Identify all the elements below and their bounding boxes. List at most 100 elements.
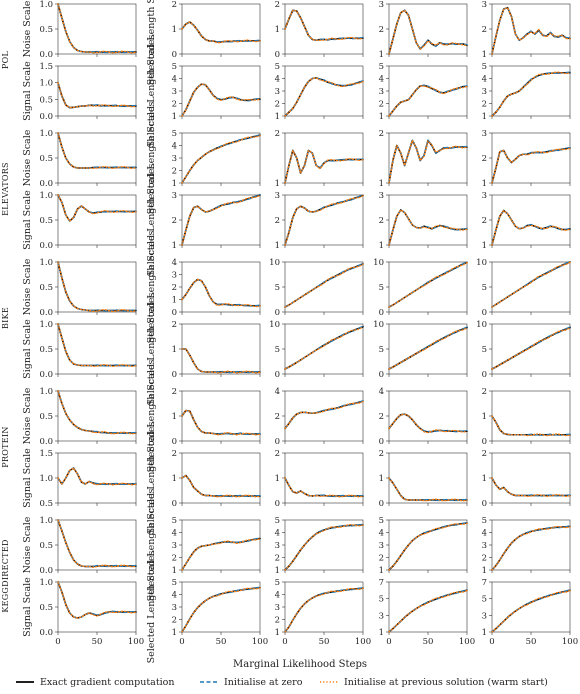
y-tick-label: 1 <box>379 566 384 576</box>
y-tick-label: 10 <box>269 320 280 330</box>
y-tick-label: 2 <box>379 25 384 35</box>
y-tick-label: 1.0 <box>39 387 53 397</box>
y-tick-label: 0.0 <box>39 179 53 189</box>
dataset-label: KEGGDIRECTED <box>1 539 10 612</box>
y-tick-label: 4 <box>379 75 384 85</box>
y-tick-label: 3 <box>275 191 280 201</box>
y-tick-label: 10 <box>476 320 487 330</box>
y-tick-label: 3 <box>379 87 384 97</box>
y-tick-label: 1 <box>379 50 384 60</box>
y-tick-label: 0 <box>275 499 280 509</box>
y-tick-label: 4 <box>172 258 177 268</box>
panel: 1 2 3 4 5 <box>275 62 364 122</box>
series-line-zero-init <box>491 326 571 370</box>
noise-scale-label: Noise Scale <box>22 258 33 315</box>
panel: 1 2 3 4 5 <box>275 578 364 638</box>
series-line-zero-init <box>57 467 137 486</box>
y-tick-label: 5 <box>172 578 177 588</box>
panel: 0 1 2 <box>482 449 571 509</box>
y-tick-label: 0 <box>482 437 487 447</box>
panel: 0.0 0.5 1.0 <box>39 129 137 189</box>
series-line-warm-start <box>388 85 468 117</box>
panel: 0.0 0.5 1.0 <box>39 387 137 447</box>
panel-frame <box>388 390 468 442</box>
y-tick-label: 5 <box>275 578 280 588</box>
series-line-exact <box>284 194 364 246</box>
y-tick-label: 2 <box>379 412 384 422</box>
panel: 0.0 0.5 1.0 <box>39 578 137 638</box>
series-line-exact <box>284 149 364 184</box>
y-tick-label: 4 <box>172 529 177 539</box>
series-line-warm-start <box>57 194 137 222</box>
y-tick-label: 3 <box>379 191 384 201</box>
x-tick-label: 100 <box>459 637 475 647</box>
series-line-warm-start <box>181 194 261 246</box>
y-tick-label: 1.0 <box>39 191 53 201</box>
x-tick-label: 100 <box>252 637 268 647</box>
series-line-zero-init <box>181 409 261 436</box>
panel-frame <box>181 3 261 55</box>
y-tick-label: 0.0 <box>39 308 53 318</box>
y-tick-label: 1 <box>482 112 487 122</box>
series-line-exact <box>57 81 137 109</box>
y-tick-label: 1 <box>275 112 280 122</box>
length-scales-label: Selected Length Scales <box>146 34 157 147</box>
panel: 0.0 0.5 1.0 <box>39 191 137 251</box>
y-tick-label: 5 <box>379 595 384 605</box>
y-tick-label: 0.5 <box>39 95 53 105</box>
y-tick-label: 1 <box>275 628 280 638</box>
x-tick-label: 50 <box>423 637 434 647</box>
x-tick-label: 100 <box>355 637 371 647</box>
series-line-warm-start <box>57 3 137 54</box>
panel: 0 5 10 <box>373 258 468 318</box>
y-tick-label: 4 <box>379 387 384 397</box>
panel-frame <box>284 261 364 313</box>
y-tick-label: 2 <box>379 554 384 564</box>
y-tick-label: 0.0 <box>39 112 53 122</box>
series-line-warm-start <box>57 323 137 368</box>
series-line-warm-start <box>491 477 571 498</box>
y-tick-label: 2 <box>482 216 487 226</box>
panel-frame <box>388 65 468 117</box>
x-tick-label: 0 <box>489 637 494 647</box>
y-tick-label: 5 <box>275 283 280 293</box>
y-tick-label: 0 <box>482 499 487 509</box>
panel-frame <box>491 194 571 246</box>
panel: 0 1 2 <box>379 449 468 509</box>
y-tick-label: 2 <box>172 283 177 293</box>
y-tick-label: 3 <box>482 541 487 551</box>
panel: 0 5 10 <box>476 320 571 380</box>
y-tick-label: 2 <box>172 167 177 177</box>
series-line-zero-init <box>181 348 261 374</box>
y-tick-label: 3 <box>482 0 487 10</box>
series-line-exact <box>57 3 137 53</box>
panel: 0 1 2 <box>482 387 571 447</box>
panel-frame <box>57 65 137 117</box>
panel-frame <box>57 132 137 184</box>
y-tick-label: 0 <box>379 308 384 318</box>
series-line-exact <box>57 132 137 169</box>
panel: 0 5 10 <box>373 320 468 380</box>
panel: 0 1 2 <box>172 0 261 60</box>
y-tick-label: 0 <box>172 499 177 509</box>
series-line-warm-start <box>491 415 571 437</box>
y-tick-label: 0 <box>482 370 487 380</box>
noise-scale-label: Noise Scale <box>22 0 33 57</box>
y-tick-label: 0 <box>172 370 177 380</box>
x-tick-label: 0 <box>386 637 391 647</box>
panel: 1 2 3 4 5 <box>482 62 571 122</box>
series-line-warm-start <box>57 82 137 109</box>
series-line-warm-start <box>181 474 261 498</box>
y-tick-label: 5 <box>275 345 280 355</box>
panel: 1 2 3 <box>172 191 261 251</box>
panel: 1 2 3 <box>379 191 468 251</box>
y-tick-label: 2 <box>379 449 384 459</box>
legend-label: Exact gradient computation <box>40 677 175 688</box>
panel: 0 1 2 <box>172 387 261 447</box>
panel: 1 2 3 <box>482 191 571 251</box>
series-line-zero-init <box>388 84 468 117</box>
panel: 0 1 2 3 4 <box>172 258 261 318</box>
x-tick-label: 50 <box>526 637 537 647</box>
panel-frame <box>491 581 571 633</box>
